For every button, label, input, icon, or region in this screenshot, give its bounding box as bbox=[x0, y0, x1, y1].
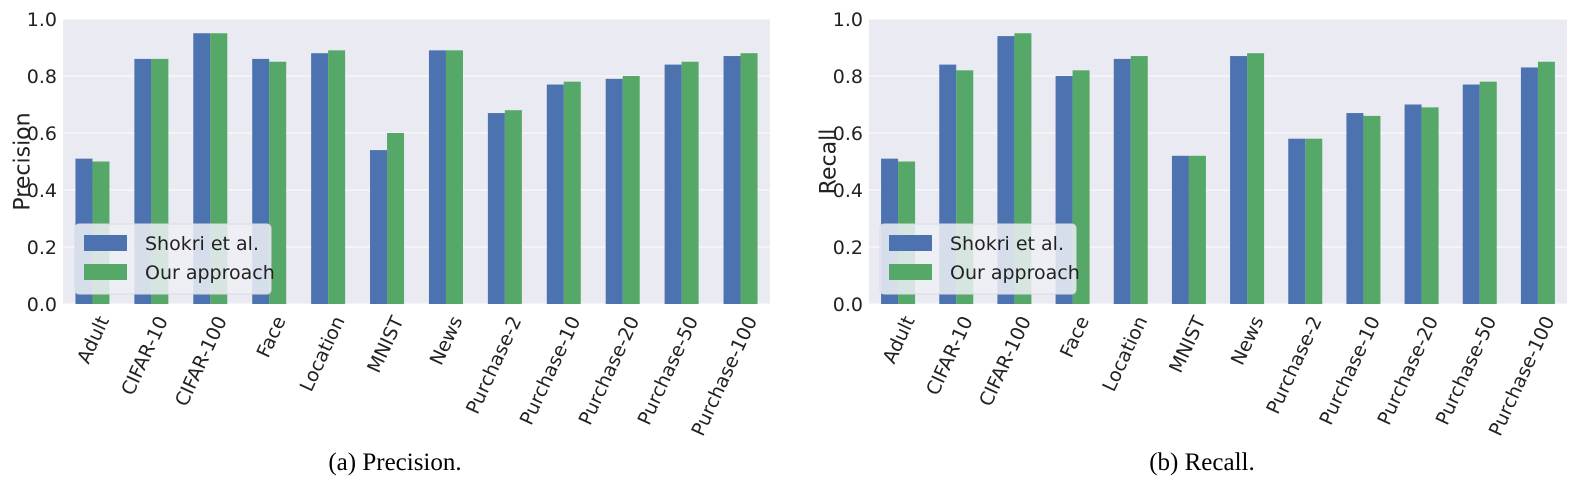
precision-x-tick-label: MNIST bbox=[363, 312, 408, 376]
precision-x-tick-label: Adult bbox=[73, 313, 114, 367]
precision-bar-our-approach-purchase-10 bbox=[563, 81, 581, 304]
precision-bar-our-approach-purchase-50 bbox=[681, 61, 699, 304]
recall-y-tick-label: 0.4 bbox=[833, 180, 863, 202]
precision-legend-label-our-approach: Our approach bbox=[145, 262, 275, 284]
precision-bar-shokri-et-al-purchase-100 bbox=[723, 56, 741, 304]
recall-x-tick-label: CIFAR-10 bbox=[922, 313, 978, 399]
precision-x-tick-label: Location bbox=[296, 313, 350, 395]
precision-x-tick-label: CIFAR-100 bbox=[171, 313, 232, 410]
recall-legend-label-shokri-et-al: Shokri et al. bbox=[950, 233, 1064, 255]
recall-x-tick-label: Face bbox=[1056, 313, 1094, 361]
recall-legend-label-our-approach: Our approach bbox=[950, 262, 1080, 284]
precision-bar-our-approach-location bbox=[328, 50, 346, 304]
recall-bar-our-approach-news bbox=[1247, 53, 1265, 305]
recall-caption: (b) Recall. bbox=[1149, 449, 1255, 476]
recall-x-tick-label: Location bbox=[1098, 313, 1152, 395]
recall-x-tick-label: Purchase-50 bbox=[1432, 313, 1502, 429]
precision-x-tick-label: Purchase-20 bbox=[575, 313, 645, 429]
recall-bar-our-approach-purchase-50 bbox=[1479, 81, 1497, 304]
recall-bar-our-approach-purchase-20 bbox=[1421, 107, 1439, 304]
recall-x-tick-label: CIFAR-100 bbox=[975, 313, 1036, 410]
precision-bar-our-approach-news bbox=[445, 50, 463, 304]
precision-x-tick-label: Purchase-10 bbox=[516, 313, 586, 429]
precision-y-tick-label: 0.4 bbox=[27, 180, 57, 202]
recall-bar-shokri-et-al-purchase-50 bbox=[1462, 84, 1480, 304]
recall-bar-our-approach-purchase-2 bbox=[1305, 138, 1323, 304]
recall-bar-our-approach-purchase-10 bbox=[1363, 115, 1381, 305]
recall-bar-shokri-et-al-purchase-10 bbox=[1346, 113, 1364, 304]
precision-bar-shokri-et-al-location bbox=[311, 53, 329, 305]
precision-legend-swatch-shokri-et-al bbox=[84, 235, 127, 251]
recall-y-tick-label: 0.8 bbox=[833, 66, 863, 88]
precision-y-tick-label: 0.0 bbox=[27, 294, 57, 316]
recall-x-tick-label: MNIST bbox=[1165, 312, 1210, 376]
precision-figure: 0.0 0.2 0.4 0.6 0.8 1.0 Adult CIFAR-10 CIFAR-100… bbox=[0, 0, 790, 494]
recall-y-tick-label: 0.2 bbox=[833, 237, 863, 259]
recall-bar-our-approach-mnist bbox=[1188, 155, 1206, 304]
recall-legend-swatch-shokri-et-al bbox=[889, 235, 932, 251]
precision-y-tick-label: 0.2 bbox=[27, 237, 57, 259]
recall-y-axis-label: Recall bbox=[817, 129, 842, 195]
recall-y-tick-label: 0.6 bbox=[833, 123, 863, 145]
precision-x-tick-label: Purchase-50 bbox=[634, 313, 704, 429]
precision-y-axis-label: Precision bbox=[11, 112, 36, 210]
recall-y-tick-label: 1.0 bbox=[833, 9, 863, 31]
precision-bar-shokri-et-al-purchase-50 bbox=[664, 64, 682, 304]
recall-bar-shokri-et-al-news bbox=[1230, 56, 1248, 304]
recall-bar-our-approach-face bbox=[1072, 70, 1090, 304]
precision-y-tick-label: 0.8 bbox=[27, 66, 57, 88]
precision-bar-our-approach-purchase-2 bbox=[504, 110, 522, 304]
recall-bar-our-approach-purchase-100 bbox=[1537, 61, 1555, 304]
recall-y-tick-label: 0.0 bbox=[833, 294, 863, 316]
precision-bar-our-approach-purchase-100 bbox=[740, 53, 758, 305]
recall-x-tick-label: Purchase-2 bbox=[1262, 313, 1326, 418]
recall-figure: 0.0 0.2 0.4 0.6 0.8 1.0 Adult CIFAR-10 CIFAR-100… bbox=[800, 0, 1593, 494]
precision-legend-label-shokri-et-al: Shokri et al. bbox=[145, 233, 259, 255]
precision-bar-our-approach-face bbox=[269, 61, 287, 304]
recall-legend-swatch-our-approach bbox=[889, 264, 932, 280]
precision-bar-our-approach-purchase-20 bbox=[622, 76, 640, 304]
precision-bar-shokri-et-al-purchase-10 bbox=[546, 84, 564, 304]
recall-bar-shokri-et-al-mnist bbox=[1171, 155, 1189, 304]
recall-x-tick-label: News bbox=[1227, 313, 1269, 369]
precision-y-tick-label: 1.0 bbox=[27, 9, 57, 31]
recall-bar-shokri-et-al-purchase-100 bbox=[1520, 67, 1538, 304]
recall-bar-shokri-et-al-purchase-2 bbox=[1288, 138, 1306, 304]
precision-chart: 0.0 0.2 0.4 0.6 0.8 1.0 Adult CIFAR-10CIFAR-100… bbox=[11, 9, 770, 476]
recall-x-tick-label: Adult bbox=[879, 313, 920, 367]
precision-x-tick-label: News bbox=[426, 313, 468, 369]
precision-caption: (a) Precision. bbox=[328, 449, 461, 476]
precision-x-tick-label: Purchase-2 bbox=[462, 313, 526, 418]
precision-x-tick-label: CIFAR-10 bbox=[117, 313, 173, 399]
precision-bar-shokri-et-al-purchase-2 bbox=[487, 113, 505, 304]
precision-bar-our-approach-mnist bbox=[387, 133, 405, 304]
recall-bar-shokri-et-al-location bbox=[1113, 58, 1131, 305]
precision-bar-shokri-et-al-news bbox=[428, 50, 446, 304]
precision-bar-shokri-et-al-mnist bbox=[370, 150, 388, 304]
recall-x-tick-label: Purchase-10 bbox=[1315, 313, 1385, 429]
precision-x-tick-label: Face bbox=[253, 313, 291, 361]
recall-bar-our-approach-location bbox=[1130, 56, 1148, 304]
recall-bar-shokri-et-al-purchase-20 bbox=[1404, 104, 1422, 304]
precision-legend-swatch-our-approach bbox=[84, 264, 127, 280]
precision-x-tick-label: Purchase-100 bbox=[687, 313, 762, 440]
recall-x-tick-label: Purchase-20 bbox=[1374, 313, 1444, 429]
precision-y-tick-label: 0.6 bbox=[27, 123, 57, 145]
precision-bar-shokri-et-al-purchase-20 bbox=[605, 78, 623, 304]
recall-chart: 0.0 0.2 0.4 0.6 0.8 1.0 Adult CIFAR-10CIFAR-100… bbox=[817, 9, 1567, 476]
